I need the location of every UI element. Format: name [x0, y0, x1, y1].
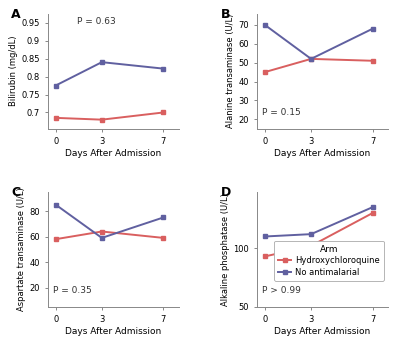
- Y-axis label: Bilirubin (mg/dL): Bilirubin (mg/dL): [9, 36, 18, 106]
- Text: C: C: [11, 186, 20, 199]
- X-axis label: Days After Admission: Days After Admission: [274, 149, 371, 158]
- Text: P = 0.15: P = 0.15: [262, 108, 301, 117]
- Text: A: A: [11, 8, 21, 21]
- X-axis label: Days After Admission: Days After Admission: [274, 327, 371, 336]
- Y-axis label: Alanine transaminase (U/L): Alanine transaminase (U/L): [226, 14, 236, 128]
- Text: B: B: [221, 8, 230, 21]
- Legend: Hydroxychloroquine, No antimalarial: Hydroxychloroquine, No antimalarial: [274, 241, 384, 281]
- Text: P = 0.63: P = 0.63: [77, 17, 116, 26]
- Text: D: D: [221, 186, 231, 199]
- X-axis label: Days After Admission: Days After Admission: [65, 327, 162, 336]
- Text: P > 0.99: P > 0.99: [262, 286, 301, 295]
- Text: P = 0.35: P = 0.35: [53, 286, 92, 295]
- Y-axis label: Alkaline phosphatase (U/L): Alkaline phosphatase (U/L): [221, 193, 230, 306]
- X-axis label: Days After Admission: Days After Admission: [65, 149, 162, 158]
- Y-axis label: Aspartate transaminase (U/L): Aspartate transaminase (U/L): [17, 188, 26, 311]
